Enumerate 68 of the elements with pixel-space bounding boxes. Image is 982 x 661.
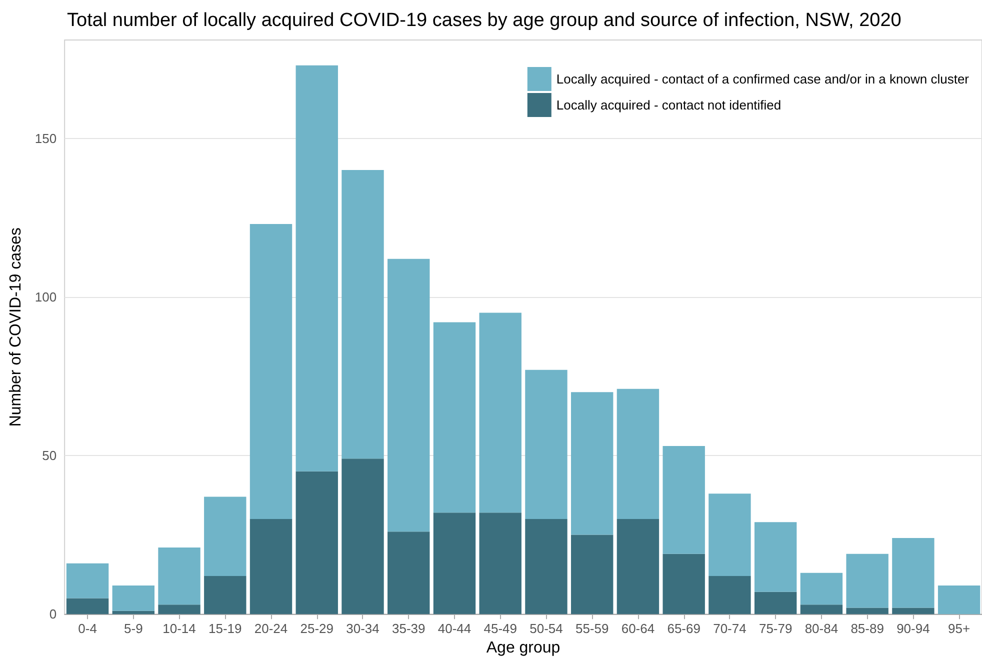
- y-axis-title: Number of COVID-19 cases: [8, 227, 24, 427]
- x-tick-label: 60-64: [621, 621, 655, 636]
- bar: [571, 392, 614, 535]
- x-tick-label: 75-79: [758, 621, 792, 636]
- x-tick-label: 95+: [948, 621, 970, 636]
- x-tick-label: 70-74: [713, 621, 746, 636]
- y-tick-label: 50: [42, 448, 57, 464]
- x-tick-label: 80-84: [804, 621, 838, 636]
- x-tick-label: 25-29: [300, 621, 334, 636]
- bar: [525, 370, 568, 519]
- bar: [616, 518, 660, 614]
- bar: [158, 547, 200, 605]
- bar: [66, 598, 109, 614]
- bar: [204, 496, 246, 576]
- bar: [388, 532, 430, 614]
- chart-title: Total number of locally acquired COVID-19 cases by age group and source of infection, NSW, 2020: [67, 10, 902, 31]
- bar: [479, 312, 522, 513]
- x-axis-title: Age group: [486, 640, 560, 656]
- x-tick-label: 10-14: [162, 621, 196, 636]
- y-tick-label: 100: [34, 289, 57, 304]
- bar: [800, 572, 843, 605]
- bar: [112, 586, 154, 611]
- bar: [388, 258, 430, 532]
- x-tick-label: 50-54: [530, 621, 563, 636]
- x-tick-label: 15-19: [208, 621, 242, 636]
- bar: [892, 538, 934, 608]
- x-tick-label: 90-94: [896, 621, 930, 636]
- bar: [158, 604, 200, 614]
- x-tick-label: 20-24: [254, 621, 288, 636]
- bar: [800, 604, 843, 614]
- bar: [616, 388, 660, 519]
- bar: [708, 494, 751, 576]
- y-tick-label: 150: [34, 130, 57, 146]
- bar: [662, 554, 705, 614]
- bar: [754, 522, 797, 592]
- legend-label: Locally acquired - contact of a confirmed case and/or in a known cluster: [556, 72, 970, 86]
- x-tick-label: 40-44: [438, 621, 472, 636]
- bar: [479, 512, 522, 614]
- x-tick-label: 30-34: [346, 621, 380, 636]
- bar: [662, 446, 705, 554]
- x-tick-label: 85-89: [850, 621, 884, 636]
- x-tick-label: 35-39: [392, 621, 426, 636]
- bar: [66, 563, 109, 598]
- bar: [342, 458, 384, 614]
- bar: [433, 512, 476, 614]
- legend-label: Locally acquired - contact not identified: [556, 98, 782, 112]
- bar: [708, 576, 751, 614]
- bar: [846, 608, 888, 614]
- bar: [250, 224, 292, 519]
- x-tick-label: 0-4: [78, 621, 97, 636]
- bar: [846, 554, 888, 608]
- y-tick-label: 0: [49, 606, 57, 622]
- x-tick-label: 45-49: [484, 621, 517, 636]
- x-tick-label: 65-69: [667, 621, 700, 636]
- bar: [296, 471, 338, 614]
- bar: [571, 534, 614, 614]
- x-tick-label: 55-59: [575, 621, 609, 636]
- bar: [892, 608, 934, 614]
- bar: [938, 586, 980, 614]
- x-tick-label: 5-9: [124, 621, 143, 636]
- bar: [250, 518, 292, 614]
- bar: [525, 518, 568, 614]
- bar: [754, 592, 797, 614]
- bar: [112, 610, 154, 614]
- bar: [433, 322, 476, 513]
- bar: [296, 65, 338, 472]
- bar: [204, 576, 246, 614]
- bar: [342, 170, 384, 459]
